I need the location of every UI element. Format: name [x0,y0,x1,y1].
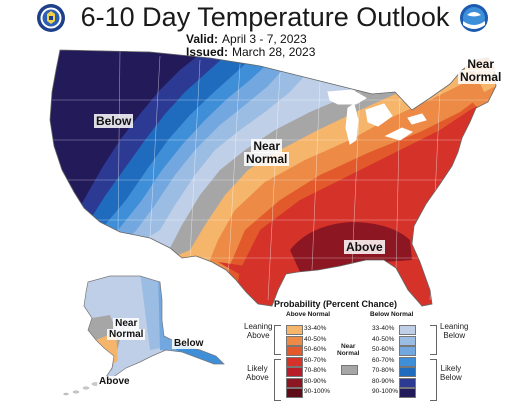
legend-above-range-5: 70-80% [304,367,327,374]
bracket-likely-below [430,359,437,401]
valid-dates: Valid: April 3 - 7, 2023 [186,32,307,46]
legend-likely-below-2: Below [440,372,462,382]
noaa-logo-icon [460,4,488,32]
legend-above-swatch-1 [286,325,303,335]
legend-below-range-7: 90-100% [372,388,399,395]
legend-leaning-below-1: Leaning [440,322,469,331]
label-near-normal-central: Near Normal [244,139,290,166]
label-above: Above [344,240,385,254]
valid-value: April 3 - 7, 2023 [222,32,307,46]
legend-leaning-above-2: Above [246,330,270,340]
alaska-outline [83,275,225,381]
label-near-ne-line1: Near [465,57,497,71]
legend-leaning-above-1: Leaning [244,322,273,331]
label-near-normal-northeast: Near Normal [458,57,504,84]
bracket-leaning-below [430,325,437,355]
legend-leaning-above: Leaning Above [244,322,273,341]
label-ak-below-text: Below [172,338,206,349]
bracket-leaning-above [274,325,281,355]
conus-map [50,50,496,306]
legend-below-swatch-3 [399,346,416,356]
legend-above-swatch-4 [286,356,303,367]
label-ak-above-text: Above [97,376,132,387]
legend-below-range-6: 80-90% [372,377,395,385]
label-ak-near-line2: Normal [107,328,146,340]
page-title: 6-10 Day Temperature Outlook [80,2,450,32]
legend-below-swatch-5 [399,367,416,377]
legend-below-swatch-7 [399,388,416,398]
conus-outline [49,49,497,307]
label-ak-above: Above [97,376,132,388]
valid-label: Valid: [186,32,219,46]
legend-near-header-1: Near [340,343,356,350]
legend-below-range-4: 60-70% [372,356,395,364]
legend-above-swatch-3 [286,346,303,356]
issued-label: Issued: [186,45,229,59]
legend-leaning-below: Leaning Below [440,322,469,341]
legend-below-swatch-4 [399,356,416,367]
legend-near-header: Near Normal [337,343,359,357]
legend-above-swatch-5 [286,367,303,377]
legend-above-swatch-7 [286,388,303,398]
issued-date: Issued: March 28, 2023 [186,45,315,59]
legend-below-range-3: 50-60% [372,346,395,353]
legend-below-range-1: 33-40% [372,325,395,332]
label-below-text: Below [94,114,134,128]
label-near-ne-line2: Normal [458,69,504,84]
label-ak-near-normal: Near Normal [107,318,146,340]
legend-above-header: Above Normal [286,311,331,318]
legend-near-normal-swatch [341,365,358,375]
legend-likely-below: Likely Below [440,364,462,383]
issued-value: March 28, 2023 [232,45,316,59]
legend-likely-above-2: Above [246,372,269,382]
legend-above-range-1: 33-40% [304,325,327,332]
legend-below-swatch-6 [399,377,416,388]
label-below: Below [94,114,134,128]
label-above-text: Above [344,240,385,254]
legend-below-range-2: 40-50% [372,335,395,343]
legend-likely-below-1: Likely [440,364,462,373]
bracket-likely-above [274,359,281,401]
legend-leaning-below-2: Below [443,330,466,340]
legend-above-range-6: 80-90% [304,377,327,385]
legend-above-range-4: 60-70% [304,356,327,364]
doc-seal-icon [37,4,65,32]
legend-above-swatch-2 [286,335,303,346]
legend-likely-above-1: Likely [247,364,268,373]
legend-below-header: Below Normal [370,311,414,318]
label-ak-below: Below [172,338,206,350]
legend-below-swatch-2 [399,335,416,346]
legend-below-range-5: 70-80% [372,367,395,374]
legend-below-swatch-1 [399,325,416,335]
aleutian-islands [63,382,101,396]
label-ak-near-line1: Near [113,318,140,329]
legend-title: Probability (Percent Chance) [274,299,398,309]
legend-above-range-7: 90-100% [304,388,331,395]
legend-above-range-3: 50-60% [304,346,327,353]
label-near-central-line2: Normal [244,151,290,166]
alaska-map [84,276,224,380]
probability-legend: Probability (Percent Chance) Above Norma… [234,299,476,403]
legend-above-range-2: 40-50% [304,335,327,343]
legend-above-swatch-6 [286,377,303,388]
label-near-central-line1: Near [251,139,283,153]
legend-likely-above: Likely Above [246,364,269,383]
legend-near-header-2: Normal [337,350,360,358]
